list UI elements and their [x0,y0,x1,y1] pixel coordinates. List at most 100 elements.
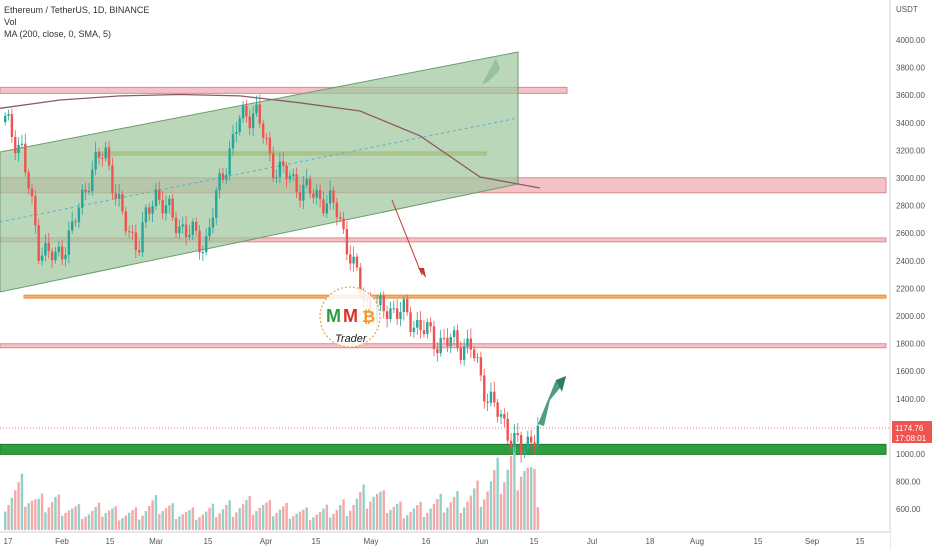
candle-body [339,217,342,219]
candle-body [251,113,255,129]
time-tick-label: Mar [149,537,163,546]
countdown-timer: 17:08:01 [895,434,927,443]
volume-bar [144,511,148,530]
candle-body [469,338,473,350]
candle-body [446,338,449,347]
candle-body [221,173,225,180]
volume-bar [295,513,298,530]
volume-bar [198,517,201,530]
candle-body [184,224,188,237]
volume-bar [265,502,268,530]
volume-bar [406,515,409,530]
candle-body [436,348,439,354]
volume-bar [529,467,533,530]
volume-bar [221,509,225,530]
candle-body [429,322,432,327]
candle-body [318,190,322,200]
volume-bar [231,516,235,530]
symbol-title[interactable]: Ethereum / TetherUS, 1D, BINANCE [4,5,150,15]
candle-body [7,114,10,116]
up-arrow-icon [482,58,500,84]
candle-body [215,190,218,218]
candle-body [402,299,406,313]
volume-bar [77,504,81,530]
volume-bar [47,507,50,530]
candle-body [144,207,148,223]
price-tick-label: 3800.00 [896,64,925,73]
volume-bar [536,507,540,530]
time-tick-label: 15 [754,537,763,546]
candle-body [34,196,37,226]
time-tick-label: Aug [690,537,704,546]
volume-bar [191,507,194,530]
price-tick-label: 3400.00 [896,119,925,128]
volume-bar [174,519,178,530]
candle-body [194,221,198,231]
candle-body [218,173,221,191]
candle-body [359,267,362,294]
volume-bar [255,511,258,530]
volume-bar [298,511,302,530]
moving-average-line [0,93,541,189]
volume-bar [278,509,282,530]
candle-body [449,337,452,347]
candle-body [71,221,74,231]
volume-bar [302,509,305,530]
volume-bar [506,469,509,530]
candle-body [131,231,134,233]
volume-bar [312,517,315,530]
volume-bar [496,457,499,530]
volume-bar [201,514,205,530]
candle-body [439,337,442,354]
volume-bar [127,512,131,530]
volume-bar [215,517,218,530]
volume-bar [305,507,308,530]
candle-body [164,205,168,214]
volume-bar [67,510,71,530]
volume-bar [7,504,10,530]
volume-bar [466,501,469,530]
candle-body [37,225,40,261]
candle-body [225,174,228,180]
volume-bar [74,506,77,530]
price-tick-label: 800.00 [896,478,921,487]
candle-body [288,175,292,180]
candle-body [67,230,71,255]
volume-bar [469,495,473,530]
support-zone [0,443,887,455]
volume-bar [342,499,345,530]
volume-bar [37,498,40,530]
resistance-level [0,86,568,94]
candle-body [385,311,389,319]
candle-body [178,226,181,234]
volume-bar [473,488,476,530]
candle-body [483,375,486,402]
volume-bar [462,507,466,530]
volume-bar [282,506,285,530]
candle-body [395,308,399,320]
time-tick-label: Feb [55,537,69,546]
volume-indicator-label[interactable]: Vol [4,17,17,27]
volume-bar [275,512,278,530]
volume-bar [107,510,111,530]
volume-bar [516,490,519,530]
volume-bar [382,490,385,530]
candle-body [148,207,151,214]
volume-bar [375,493,379,530]
volume-bar [245,500,248,530]
candle-body [519,435,523,455]
candle-body [292,174,295,176]
candle-body [94,151,97,170]
volume-bar [87,514,91,530]
volume-bar [4,511,7,530]
volume-bar [225,504,228,530]
volume-bar [372,496,375,530]
volume-bar [148,505,151,530]
candle-body [161,199,164,214]
ma-indicator-label[interactable]: MA (200, close, 0, SMA, 5) [4,29,112,39]
time-tick-label: Apr [260,537,273,546]
volume-bar [238,508,241,530]
